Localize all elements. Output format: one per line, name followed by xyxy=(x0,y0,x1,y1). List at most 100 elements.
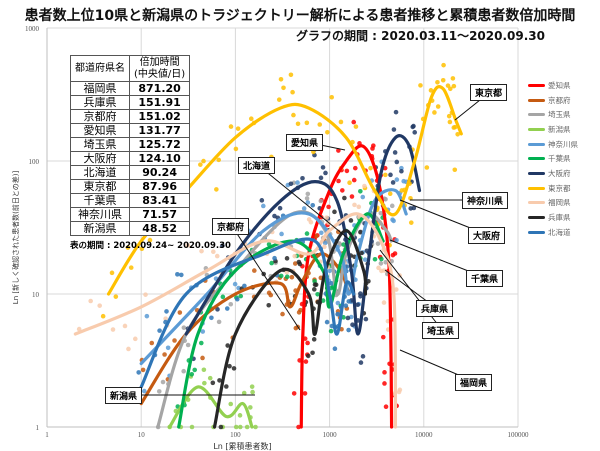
scatter-point xyxy=(388,172,393,178)
legend: 愛知県 京都府 埼玉県 新潟県 神奈川県 千葉県 大阪府 東京都 福岡県 兵庫県 北海道 xyxy=(528,78,578,240)
scatter-point xyxy=(394,159,400,165)
scatter-point xyxy=(358,229,363,235)
scatter-point xyxy=(387,191,393,197)
scatter-point xyxy=(342,195,347,201)
scatter-point xyxy=(329,94,335,100)
scatter-point xyxy=(328,328,334,334)
legend-item: 福岡県 xyxy=(528,196,578,211)
scatter-point xyxy=(396,389,402,395)
table-cell-doubling-time: 871.20 xyxy=(128,81,191,96)
legend-item: 北海道 xyxy=(528,225,578,240)
x-tick-label: 100 xyxy=(230,431,241,439)
scatter-point xyxy=(181,368,186,374)
scatter-point xyxy=(199,248,204,254)
legend-swatch xyxy=(528,98,545,102)
legend-label: 東京都 xyxy=(548,183,571,193)
legend-label: 大阪府 xyxy=(548,168,571,178)
scatter-point xyxy=(227,363,232,369)
scatter-point xyxy=(325,130,330,135)
table-cell-prefecture: 埼玉県 xyxy=(70,137,130,152)
trajectory-line-福岡県 xyxy=(73,212,398,429)
scatter-point xyxy=(233,424,239,430)
scatter-point xyxy=(389,203,395,209)
chart-subtitle: グラフの期間 : 2020.03.11～2020.09.30 xyxy=(296,29,545,43)
legend-item: 千葉県 xyxy=(528,151,578,166)
scatter-point xyxy=(278,76,284,82)
scatter-point xyxy=(175,272,180,277)
scatter-point xyxy=(177,310,183,315)
scatter-point xyxy=(100,313,106,319)
table-cell-doubling-time: 90.24 xyxy=(128,165,191,180)
scatter-point xyxy=(451,83,457,89)
scatter-point xyxy=(76,326,82,332)
scatter-point xyxy=(306,217,312,222)
scatter-point xyxy=(324,319,330,325)
trajectory-line-北海道 xyxy=(139,237,356,389)
table-cell-prefecture: 大阪府 xyxy=(70,151,130,166)
scatter-point xyxy=(408,206,414,211)
table-row: 埼玉県 125.72 xyxy=(70,137,191,152)
scatter-point xyxy=(311,287,317,292)
scatter-point xyxy=(318,198,324,204)
scatter-point xyxy=(391,127,397,132)
table-row: 新潟県 48.52 xyxy=(70,221,191,236)
y-axis-label: Ln [新しく確認された患者数(前日との差)] xyxy=(11,171,20,305)
scatter-point xyxy=(455,131,460,137)
x-tick-label: 100000 xyxy=(508,431,530,439)
legend-swatch xyxy=(528,171,545,175)
scatter-point xyxy=(140,367,146,373)
table-cell-prefecture: 東京都 xyxy=(70,179,130,194)
callout-leader-line xyxy=(257,164,351,241)
table-row: 愛知県 131.77 xyxy=(70,123,191,138)
scatter-point xyxy=(139,246,145,252)
legend-item: 大阪府 xyxy=(528,166,578,181)
legend-item: 埼玉県 xyxy=(528,107,578,122)
trajectory-line-愛知県 xyxy=(299,144,394,429)
table-cell-doubling-time: 83.41 xyxy=(128,193,191,208)
y-tick-label: 100 xyxy=(29,158,40,166)
scatter-point xyxy=(318,175,324,181)
scatter-point xyxy=(356,204,362,210)
scatter-point xyxy=(435,104,441,109)
scatter-point xyxy=(293,325,299,331)
scatter-point xyxy=(320,298,326,303)
x-tick-label: 1 xyxy=(45,431,49,439)
scatter-point xyxy=(276,97,282,102)
scatter-point xyxy=(235,126,241,131)
scatter-point xyxy=(225,343,230,348)
scatter-point xyxy=(327,268,333,274)
scatter-point xyxy=(329,281,334,286)
legend-label: 北海道 xyxy=(548,227,571,237)
callout-leader-line xyxy=(231,225,301,331)
scatter-point xyxy=(350,322,355,328)
legend-swatch xyxy=(528,127,545,131)
scatter-point xyxy=(370,146,375,151)
scatter-point xyxy=(380,334,386,340)
scatter-point xyxy=(379,256,384,262)
table-cell-prefecture: 京都府 xyxy=(70,109,130,124)
scatter-point xyxy=(375,241,381,246)
scatter-point xyxy=(390,180,396,185)
scatter-point xyxy=(305,200,311,205)
scatter-point xyxy=(345,315,351,321)
scatter-point xyxy=(446,113,452,119)
scatter-point xyxy=(305,353,311,359)
scatter-point xyxy=(341,242,346,247)
scatter-point xyxy=(323,170,328,176)
table-cell-doubling-time: 151.02 xyxy=(128,109,191,124)
legend-item: 兵庫県 xyxy=(528,210,578,225)
scatter-point xyxy=(218,424,224,430)
scatter-point xyxy=(313,282,319,288)
scatter-point xyxy=(295,121,301,127)
scatter-point xyxy=(310,202,316,208)
callout-label: 神奈川県 xyxy=(462,192,509,209)
scatter-point xyxy=(346,299,352,304)
scatter-point xyxy=(296,259,302,265)
scatter-point xyxy=(394,237,399,243)
scatter-point xyxy=(353,124,359,129)
scatter-point xyxy=(128,265,134,270)
legend-label: 千葉県 xyxy=(548,154,571,164)
scatter-point xyxy=(279,231,284,237)
table-row: 北海道 90.24 xyxy=(70,165,191,180)
